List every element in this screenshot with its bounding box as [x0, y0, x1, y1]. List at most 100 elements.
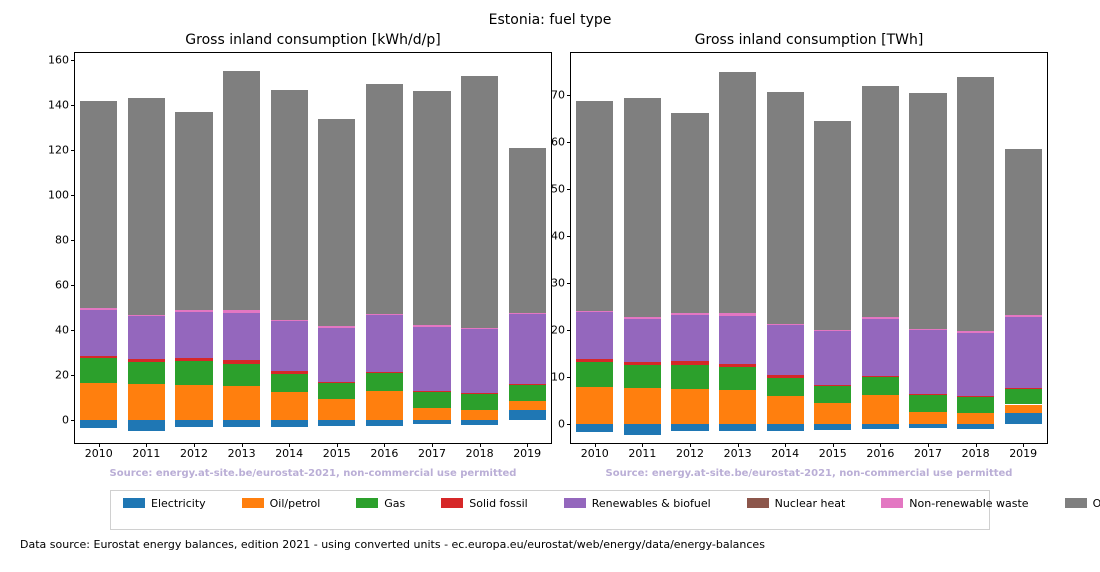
bar-negative-stack — [909, 424, 946, 428]
bar-segment-gas — [461, 393, 498, 410]
right-source-note: Source: energy.at-site.be/eurostat-2021,… — [570, 468, 1048, 479]
legend-swatch — [881, 498, 903, 508]
bar-segment-renewables_biofuel — [80, 310, 117, 356]
bar-negative-stack — [128, 420, 165, 431]
bar-segment-gas — [413, 391, 450, 408]
bar-segment-other — [957, 77, 994, 332]
bar-segment-renewables_biofuel — [814, 331, 851, 385]
legend-swatch — [123, 498, 145, 508]
bar-segment-other — [318, 119, 355, 326]
bar-negative-stack — [461, 420, 498, 425]
legend: ElectricityOil/petrolGasSolid fossilRene… — [110, 490, 990, 530]
bar-segment-non_renewable_waste — [624, 317, 661, 318]
bar-segment-non_renewable_waste — [223, 310, 260, 313]
bar-stack — [80, 101, 117, 421]
ytick-mark — [567, 236, 571, 237]
figure: Estonia: fuel type Gross inland consumpt… — [0, 0, 1100, 572]
xtick-label: 2016 — [866, 447, 894, 460]
bar-segment-electricity — [862, 424, 899, 429]
bar-negative-stack — [671, 424, 708, 431]
xtick-label: 2019 — [513, 447, 541, 460]
left-yticks: 020406080100120140160 — [25, 53, 75, 443]
bar-segment-solid_fossil — [767, 375, 804, 378]
bar-segment-non_renewable_waste — [413, 325, 450, 326]
bar-segment-gas — [223, 364, 260, 387]
legend-item-non_renewable_waste: Non-renewable waste — [881, 495, 1028, 511]
legend-swatch — [564, 498, 586, 508]
xtick-label: 2014 — [771, 447, 799, 460]
bar-segment-gas — [671, 365, 708, 389]
bar-segment-gas — [576, 362, 613, 387]
bar-segment-renewables_biofuel — [128, 316, 165, 359]
bar-negative-stack — [957, 424, 994, 429]
bar-stack — [461, 76, 498, 421]
bar-segment-oil_petrol — [223, 386, 260, 420]
bar-segment-solid_fossil — [175, 358, 212, 361]
bar-negative-stack — [767, 424, 804, 431]
ytick-mark — [567, 283, 571, 284]
bar-segment-electricity — [271, 420, 308, 427]
bar-segment-gas — [624, 365, 661, 388]
bar-segment-non_renewable_waste — [957, 331, 994, 332]
bar-segment-gas — [366, 372, 403, 391]
xtick-label: 2010 — [581, 447, 609, 460]
ytick-label: 160 — [48, 53, 69, 66]
ytick-label: 40 — [55, 324, 69, 337]
ytick-label: 50 — [551, 183, 565, 196]
bar-segment-non_renewable_waste — [271, 320, 308, 321]
ytick-label: 0 — [62, 414, 69, 427]
legend-item-oil_petrol: Oil/petrol — [242, 495, 321, 511]
bar-segment-non_renewable_waste — [671, 313, 708, 314]
ytick-mark — [567, 377, 571, 378]
xtick-label: 2012 — [676, 447, 704, 460]
ytick-mark — [71, 420, 75, 421]
bar-stack — [413, 91, 450, 421]
bar-stack — [175, 112, 212, 420]
legend-item-gas: Gas — [356, 495, 405, 511]
bar-segment-oil_petrol — [862, 395, 899, 424]
bar-segment-other — [909, 93, 946, 329]
bar-segment-gas — [909, 395, 946, 412]
bar-segment-oil_petrol — [128, 384, 165, 420]
bar-segment-non_renewable_waste — [767, 324, 804, 325]
ytick-mark — [567, 330, 571, 331]
bar-segment-other — [719, 72, 756, 313]
bar-segment-oil_petrol — [957, 413, 994, 424]
bar-stack — [909, 93, 946, 425]
bar-segment-renewables_biofuel — [719, 316, 756, 363]
bar-segment-other — [413, 91, 450, 325]
xtick-label: 2011 — [132, 447, 160, 460]
bar-segment-gas — [1005, 388, 1042, 404]
bar-segment-oil_petrol — [175, 385, 212, 421]
bar-segment-renewables_biofuel — [576, 312, 613, 359]
bar-negative-stack — [576, 424, 613, 432]
bar-segment-renewables_biofuel — [318, 328, 355, 382]
legend-item-nuclear_heat: Nuclear heat — [747, 495, 846, 511]
bar-segment-other — [624, 98, 661, 317]
bar-segment-renewables_biofuel — [461, 329, 498, 392]
ytick-mark — [71, 285, 75, 286]
bar-segment-gas — [271, 374, 308, 392]
xtick-label: 2017 — [418, 447, 446, 460]
xtick-label: 2019 — [1009, 447, 1037, 460]
xtick-label: 2013 — [228, 447, 256, 460]
xtick-label: 2012 — [180, 447, 208, 460]
bar-segment-other — [862, 86, 899, 318]
bar-segment-electricity — [576, 424, 613, 432]
bar-segment-non_renewable_waste — [1005, 315, 1042, 317]
left-plot-area: 020406080100120140160 201020112012201320… — [74, 52, 552, 444]
xtick-label: 2014 — [275, 447, 303, 460]
bar-segment-oil_petrol — [80, 383, 117, 420]
bar-stack — [318, 119, 355, 420]
ytick-mark — [71, 195, 75, 196]
bar-negative-stack — [175, 420, 212, 427]
bar-segment-other — [576, 101, 613, 311]
subplot-right: Gross inland consumption [TWh] 010203040… — [570, 52, 1048, 444]
bar-segment-oil_petrol — [318, 399, 355, 420]
bar-segment-solid_fossil — [80, 356, 117, 359]
bar-segment-gas — [128, 362, 165, 385]
bar-segment-gas — [957, 397, 994, 414]
bar-segment-oil_petrol — [814, 403, 851, 425]
bar-segment-non_renewable_waste — [128, 315, 165, 316]
bar-segment-solid_fossil — [223, 360, 260, 364]
